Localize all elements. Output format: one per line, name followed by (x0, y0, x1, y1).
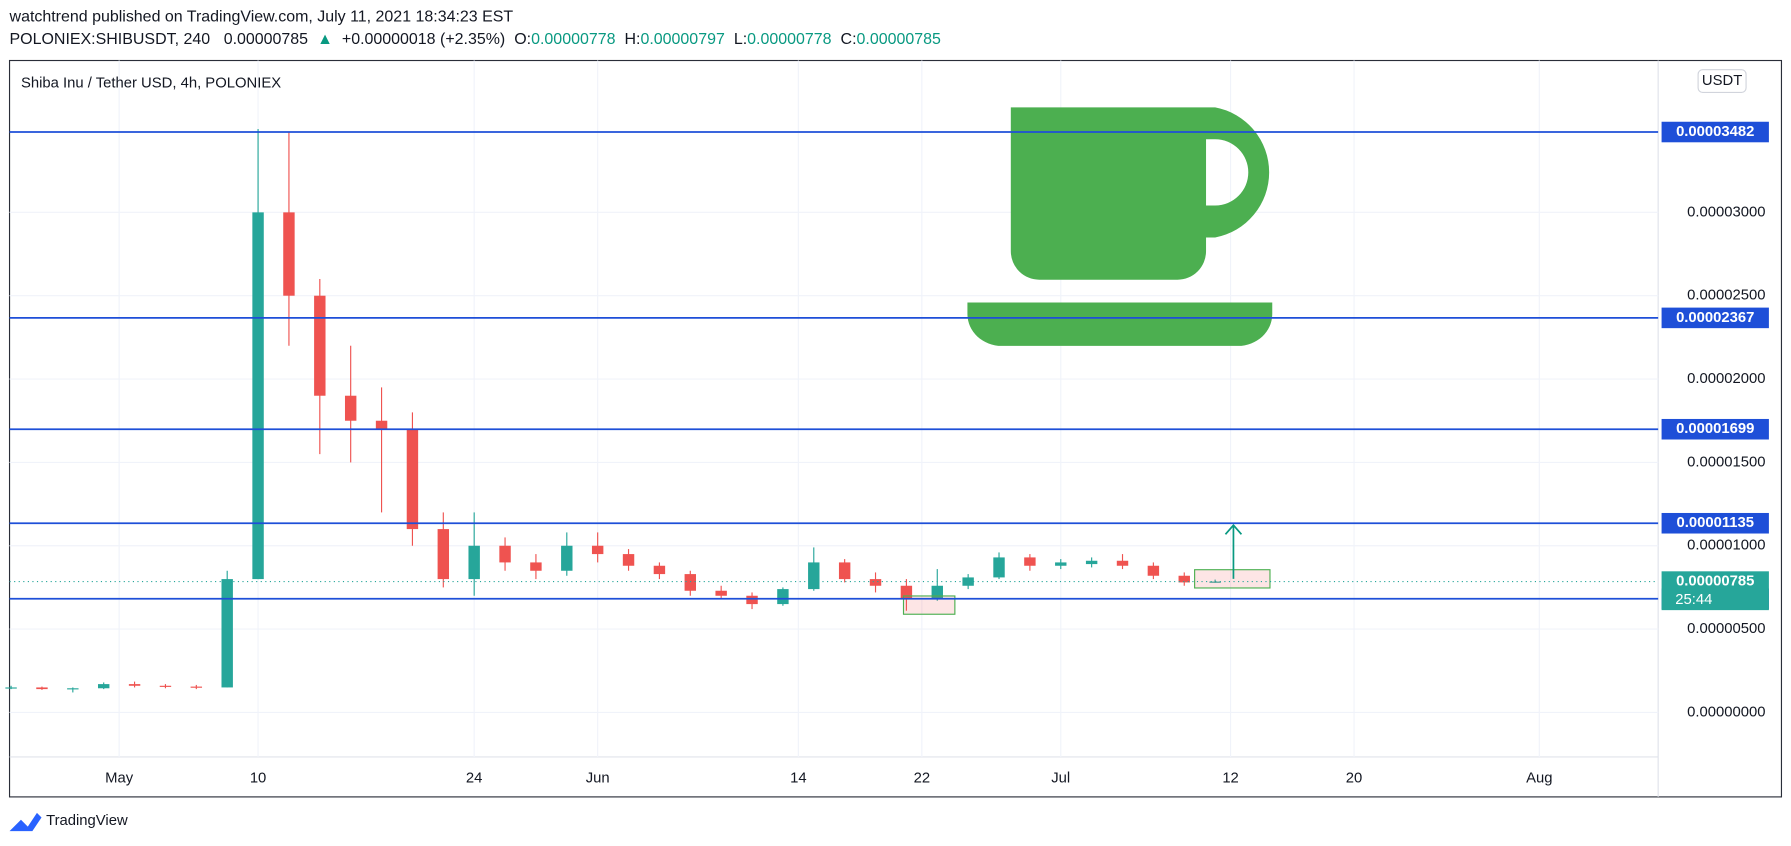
candle-body (36, 687, 48, 690)
change: +0.00000018 (+2.35%) (342, 31, 505, 48)
range-box (902, 595, 956, 615)
candle-body (869, 579, 882, 586)
candle-body (591, 545, 604, 555)
candle-body (344, 395, 357, 421)
grid: 0.00000000 0.00000500 0.00001000 0.00001500… (9, 60, 1765, 787)
c-label: C: (841, 31, 857, 48)
candle-body (159, 685, 172, 687)
candle-body (5, 687, 17, 689)
candle-body (653, 565, 666, 575)
currency[interactable]: USDT (1702, 73, 1742, 89)
c: 0.00000785 (857, 31, 941, 48)
level-label-bg (1661, 121, 1769, 143)
y-tick-label: 0.00001500 (1687, 454, 1765, 470)
candle-body (931, 585, 943, 600)
candle-body (1085, 560, 1098, 565)
candle-body (838, 562, 851, 580)
level-label: 0.00001135 (1676, 515, 1754, 531)
x-tick-label: Jul (1051, 771, 1070, 787)
current-price-bg (1661, 571, 1769, 611)
o-label: O: (514, 31, 531, 48)
h-label: H: (625, 31, 641, 48)
published-line: watchtrend published on TradingView.com,… (9, 8, 514, 25)
candle-body (1178, 575, 1190, 583)
l-label: L: (734, 31, 747, 48)
candle-body (746, 595, 758, 605)
y-tick-label: 0.00003000 (1687, 204, 1765, 220)
candle-body (777, 589, 789, 605)
arrow: ▲ (317, 31, 333, 48)
symbol: POLONIEX:SHIBUSDT, 240 (10, 31, 211, 48)
level-label-bg (1661, 418, 1769, 440)
candle-body (1209, 581, 1221, 583)
o: 0.00000778 (531, 31, 615, 48)
brand: TradingView (46, 813, 128, 829)
range-box (1194, 569, 1271, 589)
candle-body (128, 684, 141, 686)
x-tick-label: 24 (466, 771, 483, 787)
x-tick-label: 22 (914, 771, 931, 787)
candle-body (900, 585, 913, 600)
ohlc-line: POLONIEX:SHIBUSDT, 240 0.00000785 ▲ +0.0… (10, 31, 941, 48)
candle-body (962, 577, 974, 586)
level-label-bg (1661, 512, 1769, 534)
level-label: 0.00002367 (1676, 310, 1754, 326)
candle-body (561, 545, 573, 571)
candle-body (684, 574, 696, 591)
x-tick-label: Aug (1526, 771, 1552, 787)
candle-body (993, 557, 1005, 578)
candle-body (1147, 565, 1160, 576)
candle-body (314, 295, 326, 396)
levels: 0.00003482 0.00002367 0.00001699 0.00001135… (9, 121, 1769, 611)
y-tick-label: 0.00000000 (1687, 704, 1765, 720)
brand-logo: TradingView (9, 813, 128, 832)
candle-body (190, 686, 203, 688)
current-price-label: 0.00000785 (1676, 574, 1754, 590)
candle-body (808, 562, 820, 590)
candle-body (622, 554, 635, 566)
x-tick-label: 12 (1222, 771, 1239, 787)
level-label-bg (1661, 307, 1769, 329)
x-tick-label: 20 (1346, 771, 1363, 787)
candle-body (468, 545, 480, 580)
candle-body (375, 420, 388, 430)
x-tick-label: 14 (790, 771, 807, 787)
candle-body (97, 684, 110, 689)
candle-body (406, 429, 419, 530)
chart-frame (8, 59, 1783, 798)
x-tick-label: 10 (250, 771, 267, 787)
candle-body (1024, 557, 1036, 566)
l: 0.00000778 (747, 31, 831, 48)
coffee-cup-icon (967, 107, 1273, 346)
chart-title: Shiba Inu / Tether USD, 4h, POLONIEX (21, 75, 281, 91)
target-arrow-head (1224, 523, 1243, 535)
h: 0.00000797 (640, 31, 724, 48)
candle-body (221, 579, 233, 688)
candle-body (252, 212, 264, 580)
candle-body (1116, 560, 1129, 566)
y-tick-label: 0.00000500 (1687, 621, 1765, 637)
candles (5, 129, 1221, 693)
level-label: 0.00003482 (1676, 124, 1754, 140)
candle-body (1055, 562, 1067, 566)
candle-body (499, 545, 511, 563)
candle-body (283, 212, 295, 296)
candle-body (437, 529, 450, 580)
last: 0.00000785 (224, 31, 308, 48)
currency-button[interactable] (1697, 69, 1747, 94)
candle-body (530, 562, 542, 571)
candle-body (715, 590, 727, 596)
candle-body (67, 688, 79, 690)
y-tick-label: 0.00002500 (1687, 288, 1765, 304)
countdown: 25:44 (1675, 592, 1712, 608)
y-tick-label: 0.00001000 (1687, 538, 1765, 554)
x-tick-label: Jun (586, 771, 610, 787)
x-tick-label: May (105, 771, 134, 787)
y-tick-label: 0.00002000 (1687, 371, 1765, 387)
level-label: 0.00001699 (1676, 421, 1754, 437)
